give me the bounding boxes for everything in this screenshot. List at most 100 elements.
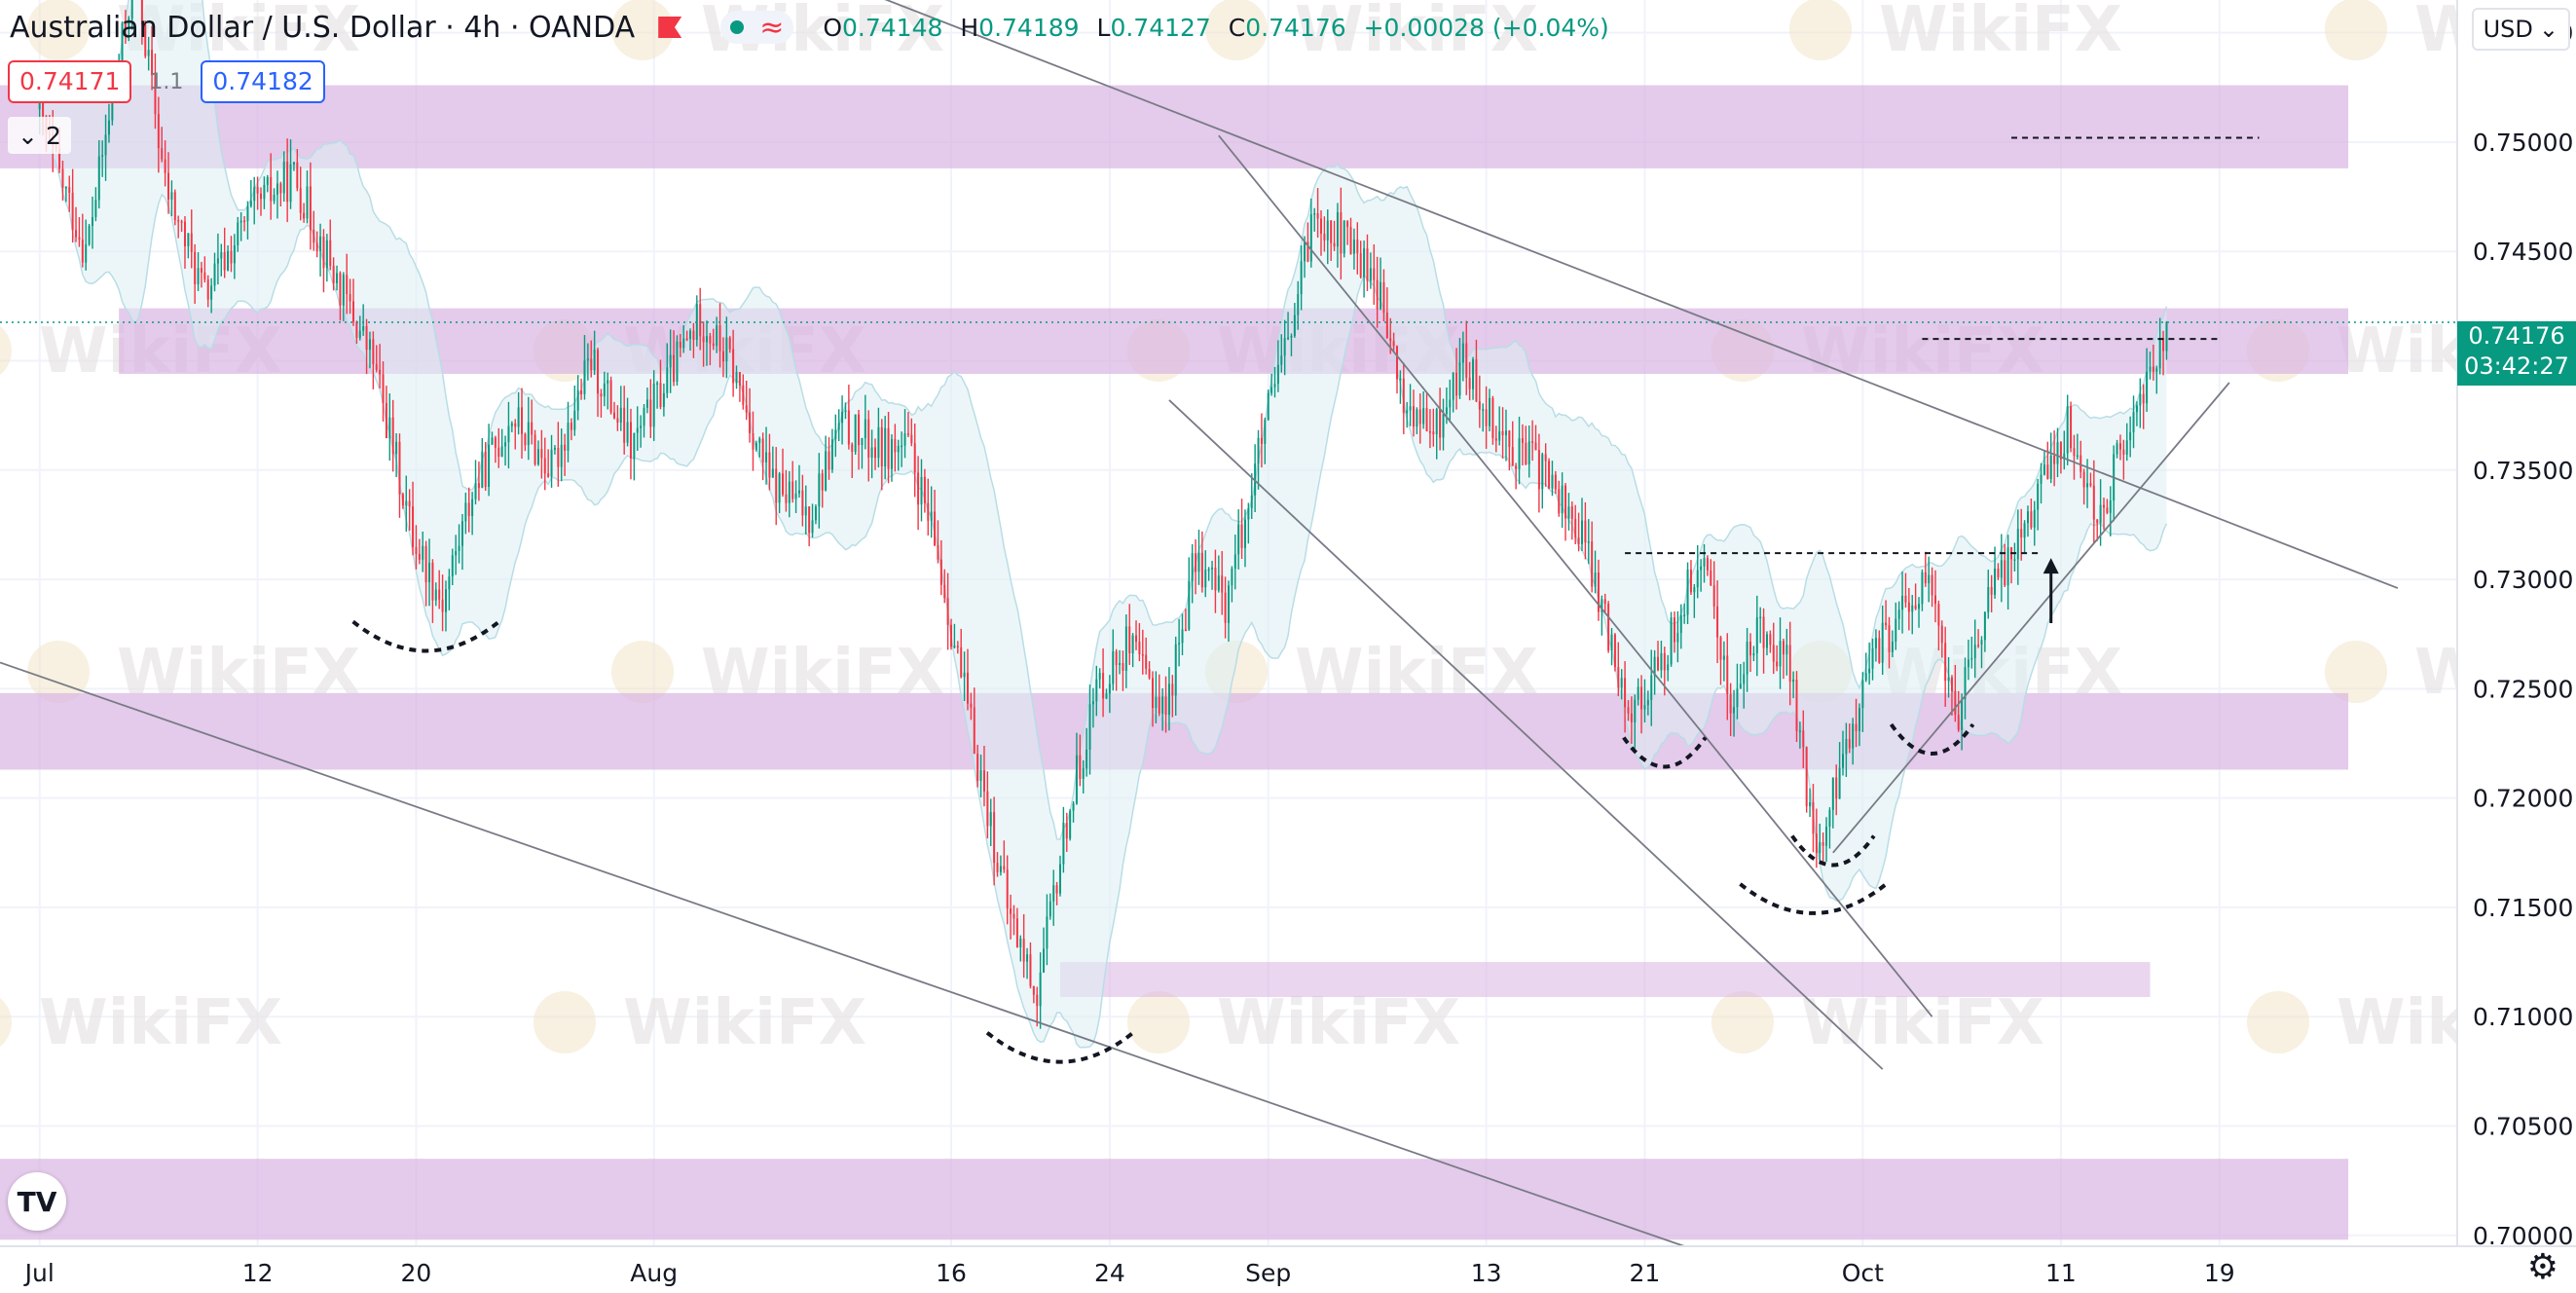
candle [867, 410, 870, 482]
candle [1531, 420, 1534, 462]
legend-toggle[interactable]: ⌄ 2 [8, 117, 71, 154]
flag-icon[interactable] [658, 17, 682, 38]
market-status[interactable]: ≈ [720, 11, 794, 45]
candle [1128, 604, 1131, 665]
candle [880, 419, 883, 491]
watermark-logo [1789, 0, 1852, 60]
candle [2042, 450, 2045, 476]
candle [950, 618, 953, 650]
candle [1449, 379, 1452, 423]
candle [576, 375, 579, 421]
candle [68, 175, 71, 212]
candle [1167, 667, 1170, 731]
gear-icon[interactable]: ⚙ [2526, 1247, 2558, 1287]
candle [1967, 639, 1969, 681]
candle [685, 330, 688, 342]
candle [1340, 187, 1343, 280]
swing-arc [1739, 882, 1888, 915]
candle [375, 345, 378, 373]
candle [500, 428, 503, 458]
candle [1954, 664, 1957, 722]
candle [531, 399, 534, 445]
tradingview-logo-icon[interactable]: TV [8, 1172, 66, 1231]
candle [362, 304, 365, 336]
sell-button[interactable]: 0.74171 [8, 60, 132, 103]
candle [1243, 509, 1246, 568]
candle [910, 418, 913, 447]
candle [887, 412, 890, 484]
candle [1765, 631, 1768, 656]
y-tick-label: 0.75000 [2473, 129, 2573, 157]
candle [1237, 509, 1240, 570]
candle [474, 460, 477, 505]
bar-countdown: 03:42:27 [2464, 352, 2569, 380]
candle [930, 486, 933, 538]
candle [960, 628, 963, 679]
candle [636, 406, 639, 451]
candle [144, 20, 147, 58]
candle [593, 330, 596, 376]
candle [1184, 609, 1187, 632]
candle [1472, 356, 1475, 400]
candle [1746, 627, 1748, 692]
candle [1069, 808, 1072, 841]
price-zone [0, 85, 2349, 168]
candle [1382, 269, 1385, 322]
candle [1852, 718, 1855, 765]
candle [286, 138, 289, 223]
candle [1280, 334, 1283, 373]
symbol-title[interactable]: Australian Dollar / U.S. Dollar · 4h · O… [10, 10, 636, 45]
candle [894, 424, 897, 472]
candle [1634, 694, 1637, 749]
watermark-logo [0, 326, 12, 375]
candle [1233, 535, 1236, 590]
currency-select[interactable]: USD ⌄ [2471, 8, 2570, 51]
candle [1029, 942, 1032, 989]
candle [1491, 395, 1494, 445]
x-tick-label: 13 [1471, 1259, 1502, 1287]
candle [494, 435, 497, 463]
candle [1082, 759, 1085, 794]
candle [765, 426, 768, 485]
x-tick-label: 16 [936, 1259, 967, 1287]
candle [861, 437, 864, 469]
price-zone [1059, 962, 2151, 997]
candle [319, 223, 322, 277]
watermark-logo [534, 991, 596, 1053]
candle [1012, 905, 1015, 936]
candle [81, 213, 84, 268]
candle [441, 574, 444, 632]
candle [1653, 649, 1656, 695]
candle [834, 414, 837, 458]
candle [2103, 498, 2106, 531]
candle [1805, 746, 1808, 813]
candle [223, 227, 226, 278]
candle [1501, 407, 1504, 459]
candle [180, 219, 183, 233]
chart-header: Australian Dollar / U.S. Dollar · 4h · O… [0, 0, 1619, 55]
candle [1825, 817, 1828, 862]
candle [1224, 576, 1227, 639]
candle [451, 548, 454, 586]
candle [1191, 544, 1194, 604]
candle [586, 343, 589, 381]
candle [1845, 722, 1848, 777]
watermark-text: WikiFX [1217, 987, 1460, 1059]
candle [1601, 595, 1603, 636]
x-tick-label: 12 [242, 1259, 274, 1287]
candle [1627, 700, 1630, 721]
candle [1895, 602, 1897, 650]
candle [814, 504, 817, 525]
candle [1276, 340, 1279, 392]
candle [1122, 650, 1124, 691]
candle [828, 437, 830, 480]
candle [1918, 597, 1921, 628]
candle [580, 378, 583, 400]
candle [78, 217, 81, 247]
candle [1660, 641, 1663, 679]
candle [104, 114, 107, 181]
buy-button[interactable]: 0.74182 [201, 60, 325, 103]
candle [1425, 392, 1428, 432]
candle [514, 419, 517, 450]
